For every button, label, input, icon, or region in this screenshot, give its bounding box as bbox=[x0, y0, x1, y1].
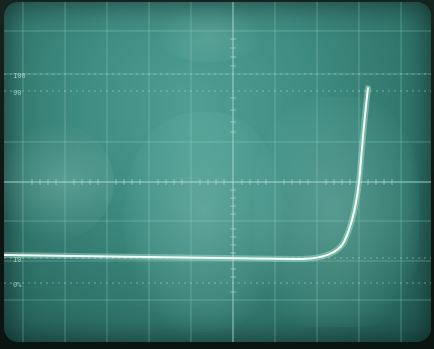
graticule-grid bbox=[4, 2, 431, 342]
label-0: 0% bbox=[13, 281, 22, 289]
oscilloscope-screen: 100 90 10 0% bbox=[4, 2, 431, 342]
label-90: 90 bbox=[13, 89, 21, 97]
reflection-hand-right bbox=[254, 97, 419, 327]
reflection-face bbox=[124, 112, 284, 332]
center-axes bbox=[4, 2, 431, 342]
label-10: 10 bbox=[13, 256, 21, 264]
waveform-trace bbox=[4, 87, 369, 261]
trace-glow bbox=[4, 85, 371, 263]
graticule-and-trace: 100 90 10 0% bbox=[4, 2, 431, 342]
center-ticks bbox=[31, 38, 393, 293]
reflection-top bbox=[154, 2, 264, 62]
label-100: 100 bbox=[13, 72, 26, 80]
reference-lines bbox=[4, 73, 431, 284]
